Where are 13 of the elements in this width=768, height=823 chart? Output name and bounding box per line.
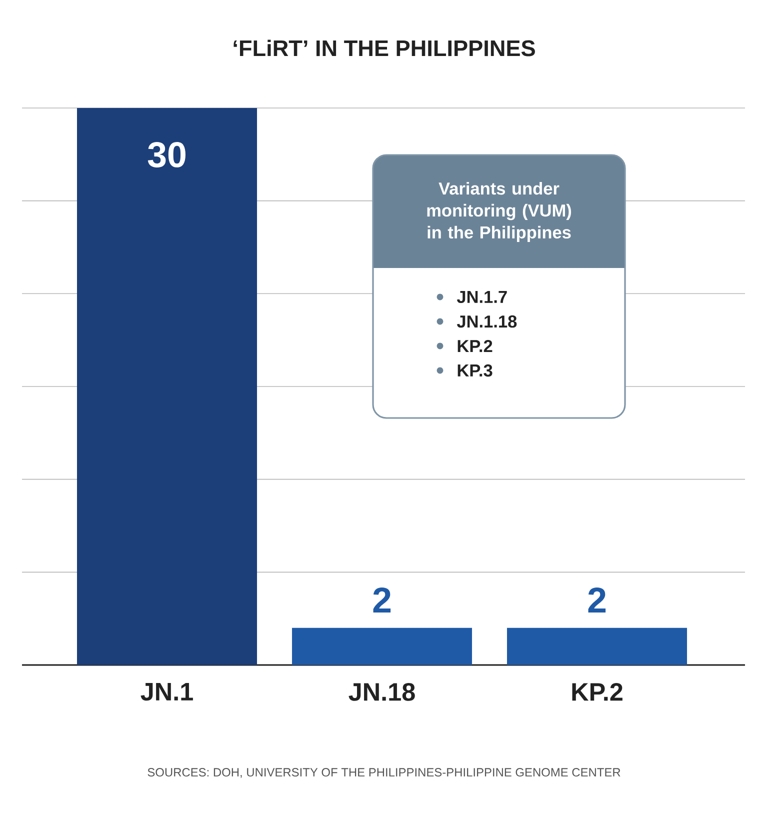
- annotation: KP.3: [458, 364, 492, 377]
- data-label: 2: [588, 587, 606, 613]
- annotation: KP.2: [458, 340, 492, 352]
- x-tick-label: JN.1: [140, 683, 193, 701]
- data-label: 2: [373, 587, 391, 613]
- annotation: Variants under monitoring (VUM) in the Philippines: [427, 182, 572, 242]
- annotation: JN.1.7: [456, 290, 507, 304]
- data-label: 30: [148, 142, 186, 168]
- annotation: JN.1.18: [456, 315, 517, 328]
- chart-title: ‘FLiRT’ IN THE PHILIPPINES: [234, 40, 535, 56]
- x-tick-label: KP.2: [572, 683, 622, 701]
- source-note: SOURCES: DOH, UNIVERSITY OF THE PHILIPPINES-PHILIPPINE GENOME CENTER: [148, 768, 620, 778]
- x-tick-label: JN.18: [348, 683, 415, 701]
